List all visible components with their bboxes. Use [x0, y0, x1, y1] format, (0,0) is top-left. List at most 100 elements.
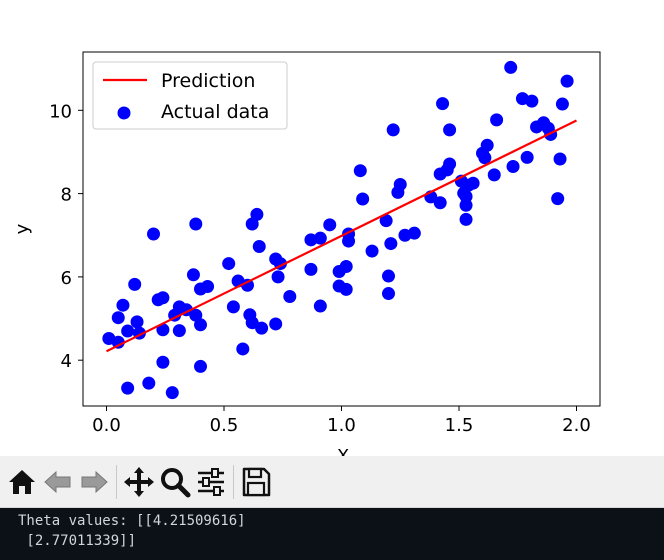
save-button[interactable] [238, 462, 274, 502]
data-point [436, 97, 450, 111]
data-point [466, 176, 480, 190]
data-point [506, 160, 520, 174]
data-point [555, 97, 569, 111]
x-tick-label: 1.5 [445, 415, 474, 436]
data-point [386, 123, 400, 137]
data-point [189, 217, 203, 231]
home-button[interactable] [4, 462, 40, 502]
legend: Prediction Actual data [92, 61, 288, 130]
data-point [339, 259, 353, 273]
data-point [551, 192, 565, 206]
data-point [459, 212, 473, 226]
data-point [433, 196, 447, 210]
data-point [379, 214, 393, 228]
data-point [222, 257, 236, 271]
arrow-right-icon [81, 470, 108, 493]
data-point [393, 177, 407, 191]
data-point [520, 150, 534, 164]
y-tick-label: 6 [61, 268, 72, 289]
data-point [271, 270, 285, 284]
data-point [382, 287, 395, 301]
data-point [165, 386, 179, 400]
data-point [130, 315, 144, 329]
data-point [156, 323, 170, 337]
back-button[interactable] [40, 462, 76, 502]
data-point [313, 299, 327, 313]
arrow-left-icon [44, 470, 71, 493]
zoom-button[interactable] [157, 462, 193, 502]
move-icon [124, 466, 154, 497]
data-point [128, 277, 142, 291]
data-point [304, 262, 318, 276]
data-point [459, 198, 473, 212]
data-point [384, 237, 398, 251]
y-tick-label: 4 [61, 351, 72, 372]
toolbar [0, 456, 664, 508]
data-point [339, 282, 353, 296]
data-point [111, 311, 125, 325]
figure-canvas: 0.0 0.5 1.0 1.5 2.0 4 6 8 10 y X Prediction Act… [12, 51, 601, 456]
x-axis: 0.0 0.5 1.0 1.5 2.0 [92, 406, 591, 436]
toolbar-separator [233, 464, 234, 499]
data-point [342, 234, 356, 248]
data-point [116, 298, 130, 312]
data-point [356, 192, 370, 206]
configure-subplots-button[interactable] [193, 462, 229, 502]
data-point [255, 321, 269, 335]
data-point [142, 376, 156, 390]
data-point [186, 268, 200, 282]
data-point [245, 316, 259, 330]
data-point [323, 218, 337, 232]
data-point [121, 324, 135, 338]
data-point [313, 231, 327, 245]
x-axis-label: X [337, 446, 349, 456]
data-point [156, 291, 170, 305]
data-point [172, 324, 186, 338]
data-point [236, 342, 250, 356]
data-point [443, 157, 457, 171]
floppy-disk-icon [242, 467, 271, 496]
data-point [121, 381, 135, 395]
data-point [553, 152, 567, 166]
x-tick-label: 2.0 [562, 415, 591, 436]
console-line: Theta values: [[4.21509616] [18, 513, 246, 529]
data-point [504, 60, 518, 74]
data-point [365, 244, 379, 258]
console-line: [2.77011339]] [18, 533, 137, 549]
data-point [241, 278, 254, 292]
x-tick-label: 1.0 [327, 415, 356, 436]
data-point [487, 168, 501, 182]
data-point [226, 300, 240, 314]
data-point [156, 355, 170, 369]
data-point [283, 289, 297, 303]
data-point [111, 335, 125, 349]
legend-marker-swatch [117, 106, 131, 120]
data-point [201, 279, 215, 293]
y-tick-label: 8 [61, 185, 72, 206]
chart: 0.0 0.5 1.0 1.5 2.0 4 6 8 10 y X Prediction Act… [12, 51, 601, 456]
legend-label-actual-data: Actual data [161, 101, 269, 123]
data-point [194, 318, 207, 332]
magnifier-icon [161, 467, 191, 497]
x-tick-label: 0.5 [210, 415, 239, 436]
plot-area [102, 60, 577, 400]
home-icon [9, 469, 35, 494]
data-point [147, 227, 160, 241]
pan-button[interactable] [121, 462, 157, 502]
y-axis: 4 6 8 10 [49, 101, 83, 372]
data-point [382, 269, 395, 283]
prediction-line [106, 119, 577, 353]
forward-button[interactable] [76, 462, 112, 502]
sliders-icon [198, 467, 224, 496]
data-point [250, 207, 264, 221]
data-point [525, 94, 539, 108]
console-output: Theta values: [[4.21509616] [2.77011339]… [0, 508, 664, 560]
data-point [490, 113, 504, 127]
y-axis-label: y [12, 223, 33, 234]
data-point [407, 226, 421, 240]
data-point [443, 123, 457, 137]
legend-label-prediction: Prediction [161, 70, 255, 92]
x-tick-label: 0.0 [92, 415, 121, 436]
data-point [478, 151, 492, 165]
legend-box [92, 61, 288, 130]
